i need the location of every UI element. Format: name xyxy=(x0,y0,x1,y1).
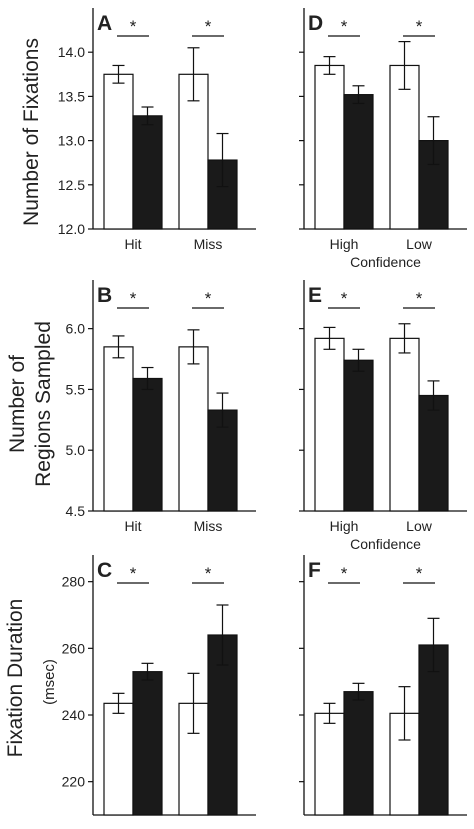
panel-a-category-1: Miss xyxy=(194,236,223,252)
panel-f-bar-0-1 xyxy=(343,691,374,816)
panel-f-letter: F xyxy=(308,559,321,582)
panel-b-ytick-label-2: 5.5 xyxy=(66,381,86,397)
panel-a-bar-1-0 xyxy=(178,73,209,230)
panel-b-category-1: Miss xyxy=(194,518,223,534)
panel-f-bar-1-1 xyxy=(418,644,449,816)
panel-f-sig-star-0: * xyxy=(341,564,348,583)
panel-c-sig-star-1: * xyxy=(205,564,212,583)
panel-d-xlabel: Confidence xyxy=(350,254,421,270)
panel-e-bar-0-1 xyxy=(343,359,374,512)
ylabel-duration-unit: (msec) xyxy=(41,659,58,705)
panel-b-bar-0-1 xyxy=(132,377,163,512)
ylabel-regions-line2: Regions Sampled xyxy=(32,321,55,487)
panel-a-sig-star-0: * xyxy=(130,17,137,36)
panel-e-sig-star-0: * xyxy=(341,289,348,308)
panel-c-ytick-label-0: 220 xyxy=(62,774,86,790)
ylabel-duration: Fixation Duration xyxy=(4,599,27,758)
panel-b-bar-0-0 xyxy=(103,346,134,512)
panel-a-bar-0-1 xyxy=(132,115,163,230)
panel-b-ytick-label-0: 4.5 xyxy=(66,503,86,519)
panel-c-sig-star-0: * xyxy=(130,564,137,583)
panel-b-sig-star-0: * xyxy=(130,289,137,308)
panel-b-sig-star-1: * xyxy=(205,289,212,308)
panel-c-letter: C xyxy=(97,559,112,582)
panel-d-sig-star-1: * xyxy=(416,17,423,36)
panel-c-ytick-label-1: 240 xyxy=(62,707,86,723)
ylabel-regions-line1: Number of xyxy=(6,355,29,453)
panel-e-letter: E xyxy=(308,284,322,307)
panel-e-xlabel: Confidence xyxy=(350,536,421,552)
panel-b-bar-1-0 xyxy=(178,346,209,512)
panel-a-ytick-label-0: 12.0 xyxy=(58,221,85,237)
panel-b-letter: B xyxy=(97,284,112,307)
panel-e-bar-0-0 xyxy=(314,337,345,512)
panel-b-category-0: Hit xyxy=(124,518,141,534)
panel-d-bar-0-1 xyxy=(343,94,374,230)
panel-a-bar-0-0 xyxy=(103,73,134,230)
panel-c-ytick-label-3: 280 xyxy=(62,574,86,590)
panel-d-category-1: Low xyxy=(406,236,433,252)
panel-a-sig-star-1: * xyxy=(205,17,212,36)
panel-b-ytick-label-3: 6.0 xyxy=(66,321,86,337)
panel-e-category-0: High xyxy=(330,518,359,534)
panel-c-ytick-label-2: 260 xyxy=(62,640,86,656)
panel-d-sig-star-0: * xyxy=(341,17,348,36)
panel-e-bar-1-0 xyxy=(389,337,420,512)
panel-a-ytick-label-3: 13.5 xyxy=(58,88,85,104)
panel-e-sig-star-1: * xyxy=(416,289,423,308)
panel-d-bar-1-0 xyxy=(389,64,420,230)
panel-a-ytick-label-4: 14.0 xyxy=(58,44,85,60)
panel-c-bar-0-1 xyxy=(132,671,163,816)
panel-d-letter: D xyxy=(308,12,323,35)
panel-d-bar-0-0 xyxy=(314,64,345,230)
panel-e-category-1: Low xyxy=(406,518,433,534)
panel-b-ytick-label-1: 5.0 xyxy=(66,442,86,458)
panel-e-bar-1-1 xyxy=(418,394,449,512)
panel-f-bar-0-0 xyxy=(314,712,345,816)
panel-a-letter: A xyxy=(97,12,112,35)
ylabel-fixations: Number of Fixations xyxy=(20,38,43,226)
panel-a-bar-1-1 xyxy=(207,159,238,230)
panel-a-ytick-label-2: 13.0 xyxy=(58,133,85,149)
panel-a-ytick-label-1: 12.5 xyxy=(58,177,85,193)
panel-a-category-0: Hit xyxy=(124,236,141,252)
panel-d-category-0: High xyxy=(330,236,359,252)
panel-f-sig-star-1: * xyxy=(416,564,423,583)
panel-c-bar-0-0 xyxy=(103,702,134,816)
